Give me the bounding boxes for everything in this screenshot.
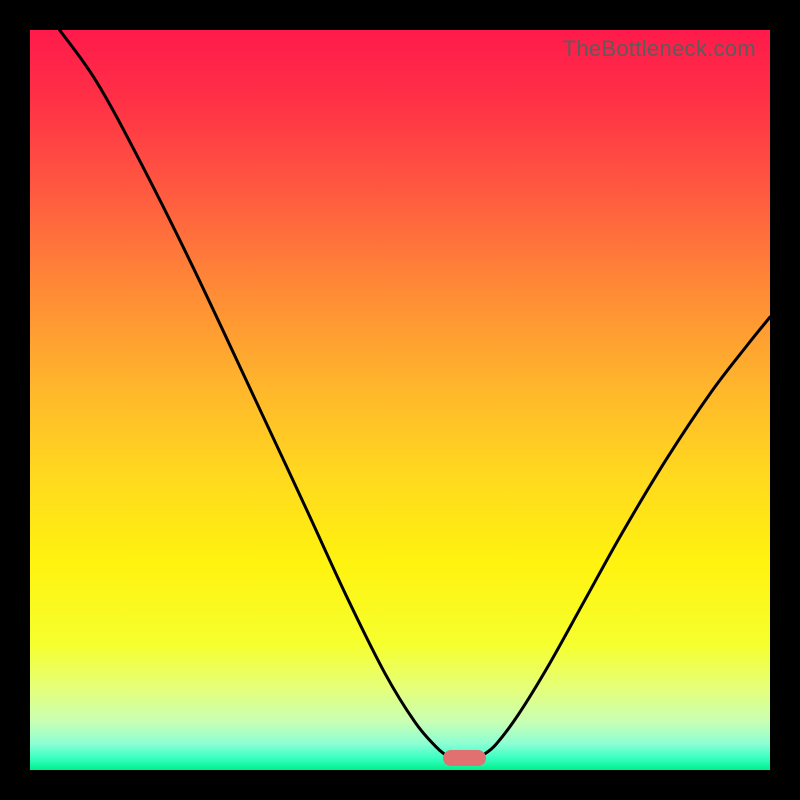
bottleneck-curve <box>30 30 770 770</box>
watermark-text: TheBottleneck.com <box>563 36 756 62</box>
plot-area <box>30 30 770 770</box>
curve-right <box>483 317 770 755</box>
sweet-spot-marker <box>443 750 486 766</box>
curve-left <box>60 30 446 755</box>
chart-frame: TheBottleneck.com <box>0 0 800 800</box>
